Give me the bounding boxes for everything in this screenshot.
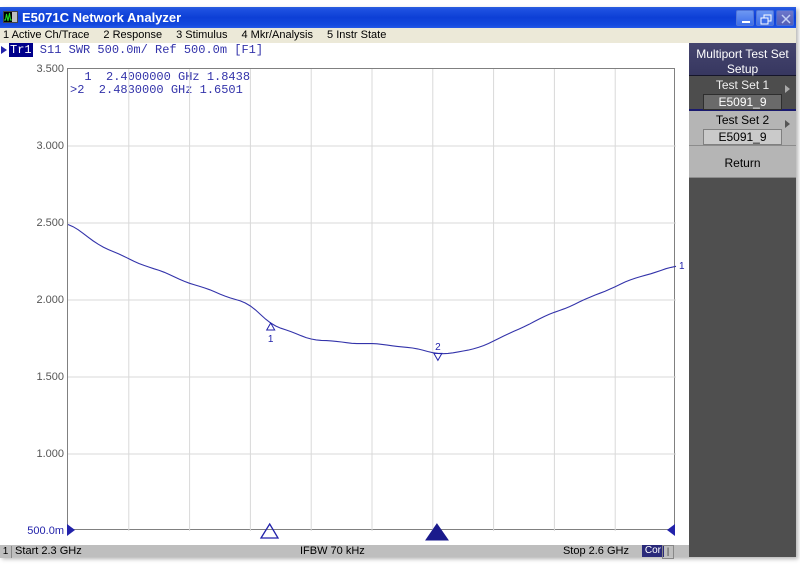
- svg-text:1: 1: [679, 261, 685, 272]
- svg-text:1: 1: [268, 334, 274, 345]
- svg-text:2: 2: [435, 342, 441, 353]
